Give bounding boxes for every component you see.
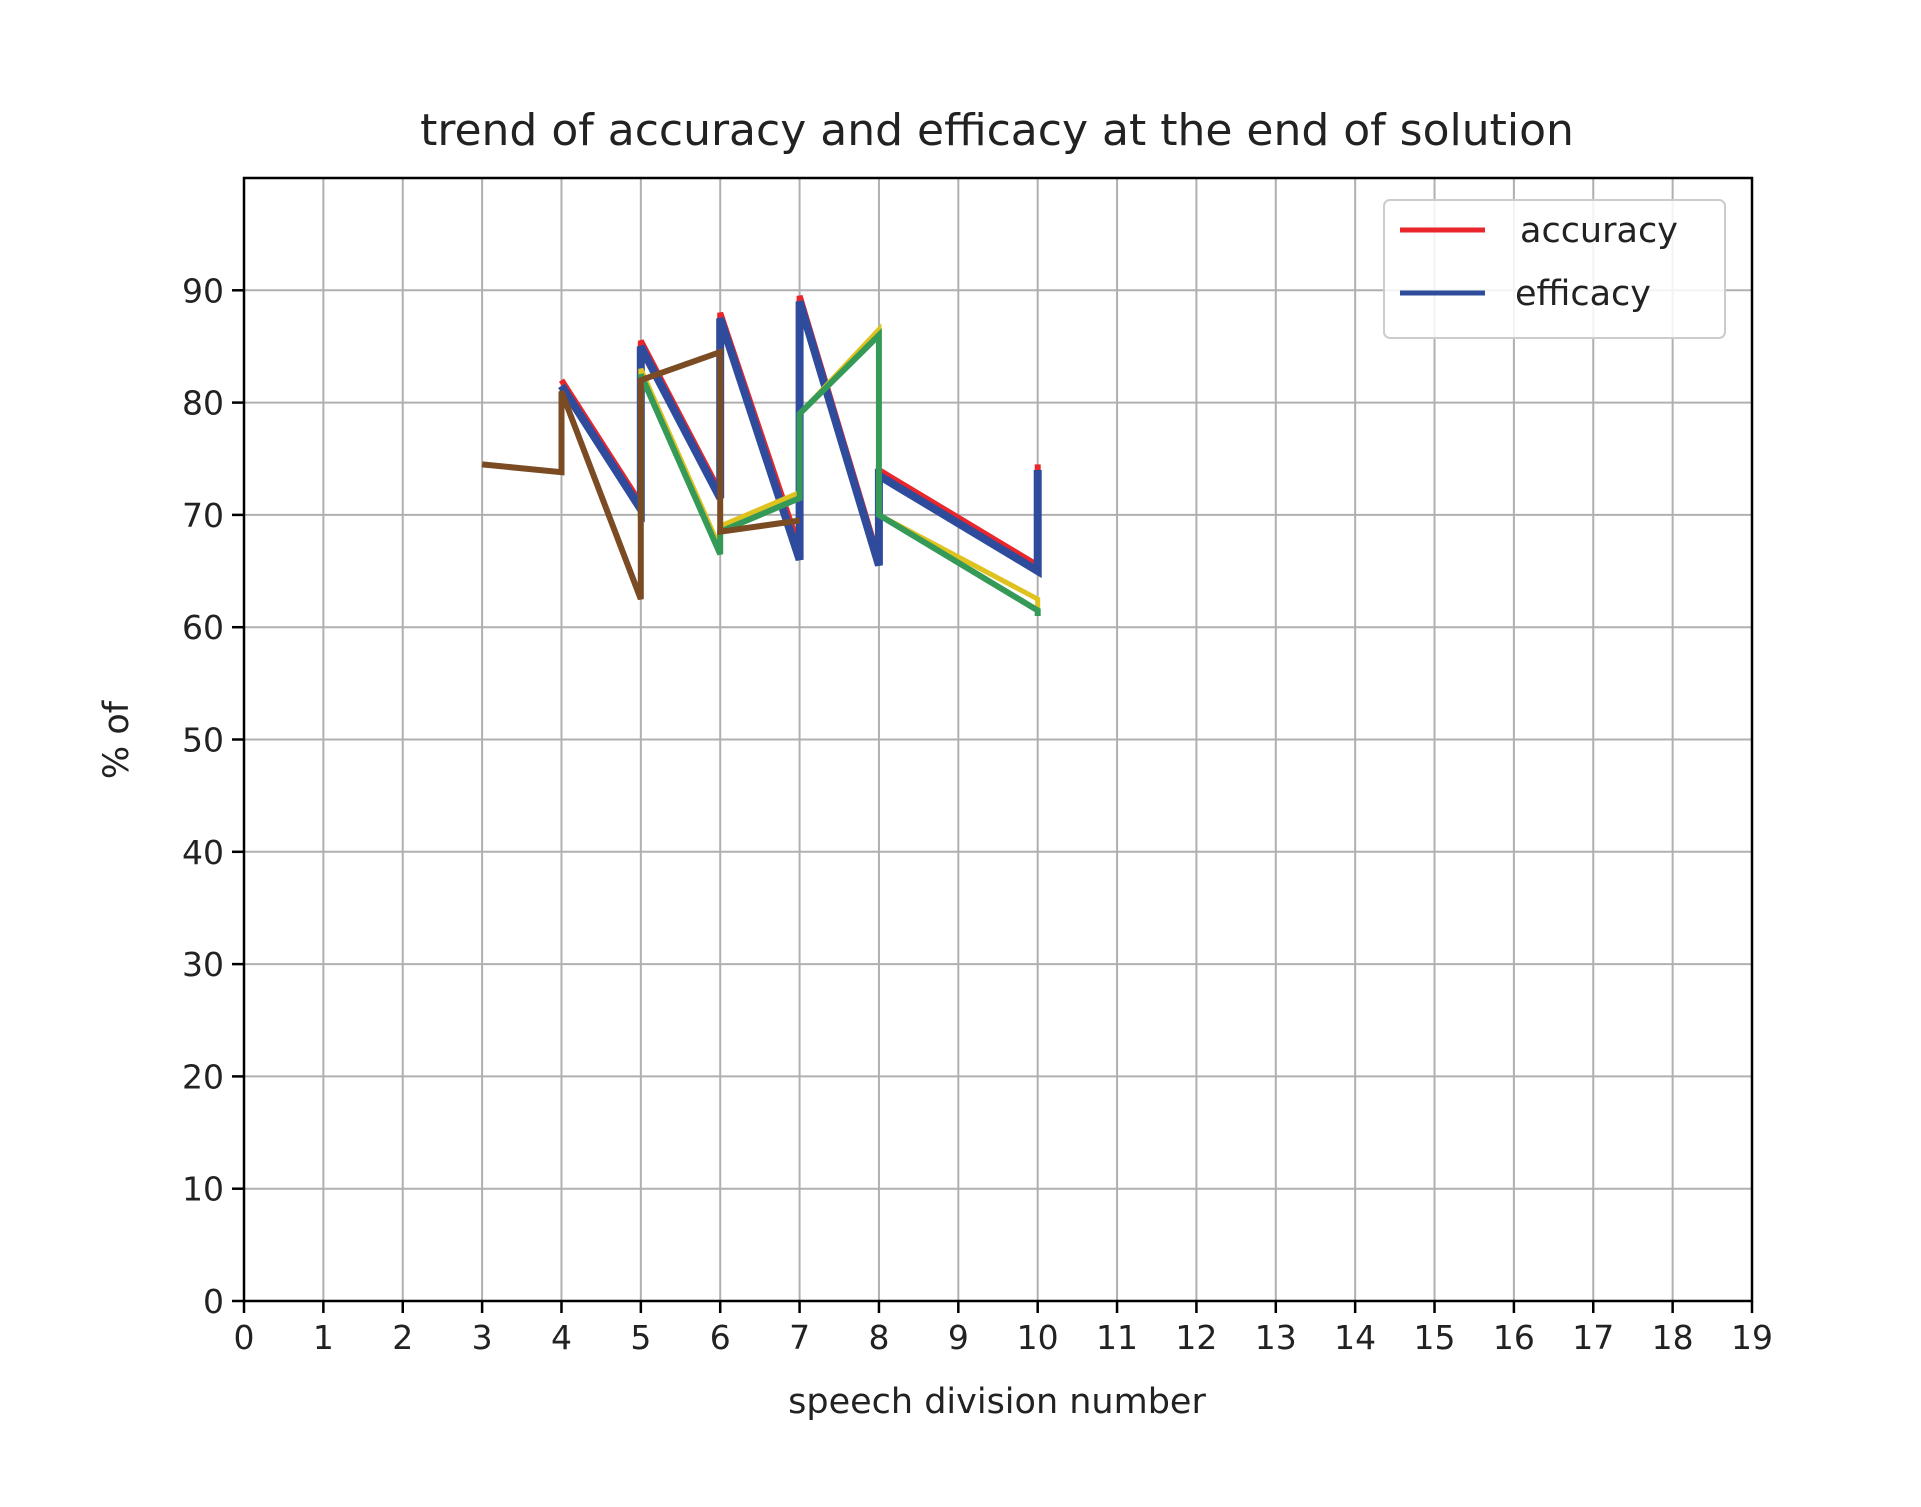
x-tick-label: 5 <box>630 1318 651 1357</box>
x-tick-label: 17 <box>1572 1318 1614 1357</box>
x-tick-label: 11 <box>1096 1318 1138 1357</box>
y-tick-label: 60 <box>182 608 224 647</box>
y-tick-label: 80 <box>182 384 224 423</box>
series-line-3 <box>637 328 1041 616</box>
x-tick-label: 15 <box>1414 1318 1456 1357</box>
x-tick-label: 18 <box>1652 1318 1694 1357</box>
x-tick-label: 10 <box>1017 1318 1059 1357</box>
y-axis-title: % of <box>97 700 137 779</box>
x-tick-label: 2 <box>392 1318 413 1357</box>
x-tick-label: 14 <box>1334 1318 1376 1357</box>
y-tick-label: 10 <box>182 1170 224 1209</box>
x-tick-label: 3 <box>472 1318 493 1357</box>
y-tick-label: 0 <box>203 1282 224 1321</box>
x-axis-title: speech division number <box>788 1382 1206 1422</box>
y-tick-label: 20 <box>182 1057 224 1096</box>
y-tick-label: 90 <box>182 271 224 310</box>
x-tick-label: 0 <box>234 1318 255 1357</box>
y-tick-label: 70 <box>182 496 224 535</box>
x-tick-label: 13 <box>1255 1318 1297 1357</box>
y-tick-label: 50 <box>182 721 224 760</box>
chart-title: trend of accuracy and efficacy at the en… <box>420 105 1574 156</box>
series-layer <box>481 295 1042 616</box>
legend: accuracy efficacy <box>1383 199 1726 339</box>
x-tick-label: 1 <box>313 1318 334 1357</box>
x-axis-ticks: 0 1 2 3 4 5 6 7 8 9 10 11 12 13 14 15 16 17 18 19 <box>234 1301 1773 1357</box>
y-axis-ticks: 0 10 20 30 40 50 60 70 80 90 <box>182 271 244 1321</box>
y-tick-label: 40 <box>182 833 224 872</box>
x-tick-label: 8 <box>868 1318 889 1357</box>
x-tick-label: 9 <box>948 1318 969 1357</box>
x-tick-label: 7 <box>789 1318 810 1357</box>
y-tick-label: 30 <box>182 945 224 984</box>
x-tick-label: 19 <box>1731 1318 1773 1357</box>
x-tick-label: 16 <box>1493 1318 1535 1357</box>
legend-label-efficacy: efficacy <box>1515 274 1651 314</box>
legend-box <box>1383 199 1726 339</box>
series-line-4 <box>481 347 801 601</box>
x-tick-label: 12 <box>1175 1318 1217 1357</box>
legend-label-accuracy: accuracy <box>1520 211 1678 251</box>
x-tick-label: 6 <box>710 1318 731 1357</box>
x-tick-label: 4 <box>551 1318 572 1357</box>
